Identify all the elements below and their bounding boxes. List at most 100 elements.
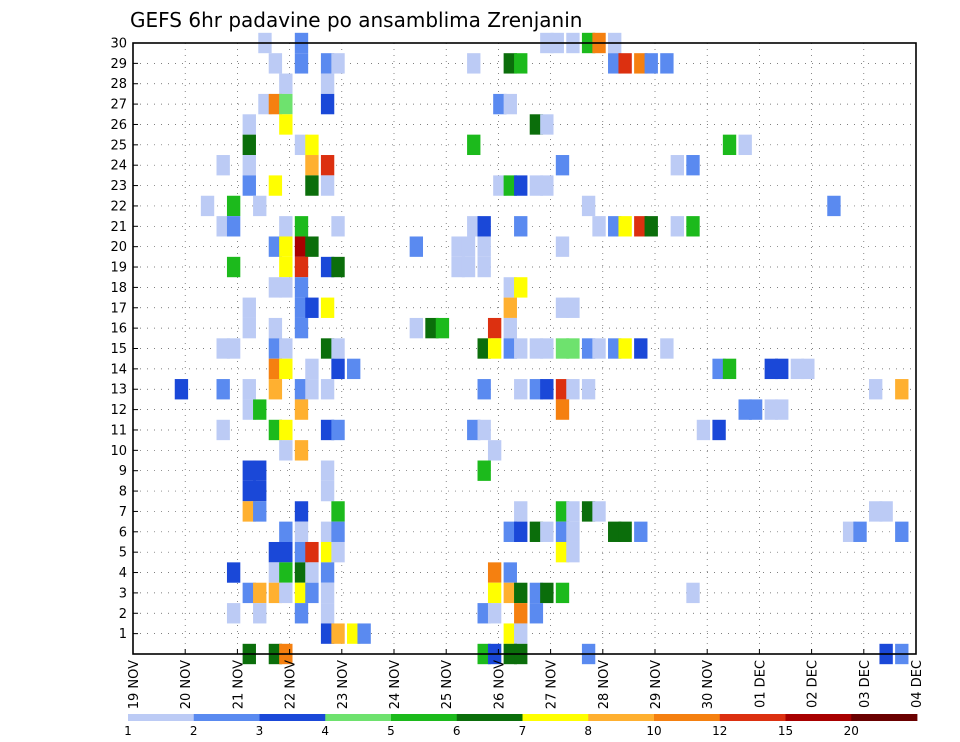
x-tick-label: 22 NOV xyxy=(284,660,299,709)
x-tick-label: 19 NOV xyxy=(127,660,142,709)
precip-cell xyxy=(253,501,267,522)
precip-cell xyxy=(216,216,230,237)
precip-cell xyxy=(253,480,267,502)
precip-cell xyxy=(801,358,815,380)
precip-cell xyxy=(790,358,805,380)
colorbar-label: 6 xyxy=(453,724,461,738)
precip-cell xyxy=(279,216,293,237)
precip-cell xyxy=(566,379,580,400)
precip-cell xyxy=(242,297,256,318)
precip-cell xyxy=(258,93,272,115)
precip-cell xyxy=(320,541,335,563)
precip-cell xyxy=(279,440,293,461)
precip-cell xyxy=(529,338,544,359)
precip-cell xyxy=(279,93,293,115)
y-tick-label: 17 xyxy=(110,301,127,316)
precip-cell xyxy=(618,53,632,74)
precip-cell xyxy=(608,216,622,237)
precip-cell xyxy=(540,175,554,196)
precip-cell xyxy=(503,623,517,644)
precip-cell xyxy=(493,93,507,115)
precip-cell xyxy=(566,297,580,318)
precip-cell xyxy=(294,562,309,583)
precip-cell xyxy=(540,582,554,604)
precip-cell xyxy=(467,419,481,441)
precip-cell xyxy=(477,216,491,237)
precip-cell xyxy=(842,521,857,542)
precip-cell xyxy=(320,603,335,624)
precip-cell xyxy=(331,419,345,441)
precip-cell xyxy=(451,236,465,257)
colorbar-swatch xyxy=(391,714,458,721)
y-tick-label: 22 xyxy=(110,199,127,214)
precip-cell xyxy=(555,379,570,400)
precip-cell xyxy=(540,338,554,359)
precip-cell xyxy=(618,216,632,237)
precip-cell xyxy=(764,358,778,380)
precip-cell xyxy=(279,256,293,278)
y-tick-label: 3 xyxy=(119,586,127,601)
x-tick-label: 23 NOV xyxy=(336,660,351,709)
precip-cell xyxy=(320,460,335,481)
precip-cell xyxy=(409,317,424,339)
precip-cell xyxy=(712,419,726,441)
colorbar-swatch xyxy=(719,714,786,721)
x-tick-label: 29 NOV xyxy=(649,660,664,709)
precip-cell xyxy=(634,216,648,237)
precip-cell xyxy=(242,501,256,522)
precip-cell xyxy=(294,256,309,278)
precip-cell xyxy=(305,297,319,318)
colorbar-swatch xyxy=(588,714,655,721)
precip-cell xyxy=(555,541,570,563)
precip-cell xyxy=(425,317,439,339)
y-tick-label: 10 xyxy=(110,444,127,459)
precip-cell xyxy=(487,562,502,583)
precip-cell xyxy=(320,338,335,359)
precip-cell xyxy=(409,236,424,257)
x-tick-label: 25 NOV xyxy=(440,660,455,709)
precip-cell xyxy=(347,623,361,644)
precip-cell xyxy=(268,175,283,196)
precip-cell xyxy=(216,155,230,176)
precip-cell xyxy=(268,236,283,257)
precip-cell xyxy=(320,53,335,74)
y-tick-label: 19 xyxy=(110,261,127,276)
precip-cell xyxy=(529,521,544,542)
precip-cell xyxy=(226,216,241,237)
precip-cell xyxy=(268,317,283,339)
precip-cell xyxy=(305,175,319,196)
precip-cell xyxy=(226,603,241,624)
precip-cell xyxy=(827,195,841,217)
y-tick-label: 26 xyxy=(110,118,127,133)
precip-cell xyxy=(487,603,502,624)
precip-cell xyxy=(581,501,596,522)
precip-cell xyxy=(242,582,256,604)
precip-cell xyxy=(634,53,648,74)
precip-cell xyxy=(592,501,606,522)
precip-cell xyxy=(618,521,632,542)
colorbar-label: 15 xyxy=(778,724,793,738)
precip-cell xyxy=(253,195,267,217)
precip-cell xyxy=(503,93,517,115)
y-tick-label: 18 xyxy=(110,281,127,296)
precip-cell xyxy=(305,358,319,380)
precip-cell xyxy=(853,521,867,542)
colorbar-label: 20 xyxy=(844,724,859,738)
x-tick-label: 24 NOV xyxy=(388,660,403,709)
colorbar-swatch xyxy=(851,714,918,721)
precip-cell xyxy=(294,297,309,318)
precip-cell xyxy=(686,582,700,604)
precip-cell xyxy=(294,399,309,420)
precip-cell xyxy=(608,338,622,359)
precip-cell xyxy=(487,338,502,359)
precip-cell xyxy=(555,236,570,257)
y-tick-label: 1 xyxy=(119,627,127,642)
colorbar-label: 2 xyxy=(190,724,198,738)
x-tick-label: 20 NOV xyxy=(179,660,194,709)
precip-cell xyxy=(294,603,309,624)
precip-cell xyxy=(555,399,570,420)
x-tick-label: 03 DEC xyxy=(858,660,873,708)
precip-cell xyxy=(268,338,283,359)
precip-cell xyxy=(529,114,544,135)
precip-cell xyxy=(514,277,528,298)
